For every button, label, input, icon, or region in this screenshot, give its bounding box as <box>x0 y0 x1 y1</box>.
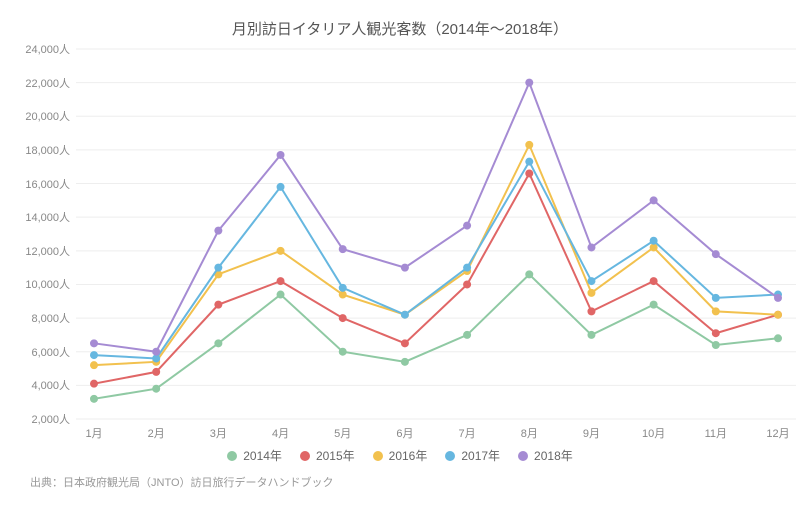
series-point <box>463 264 471 272</box>
legend-item: 2015年 <box>300 447 355 464</box>
series-point <box>339 245 347 253</box>
series-point <box>712 329 720 337</box>
legend: 2014年 2015年 2016年 2017年 2018年 <box>20 447 780 464</box>
chart-container: 月別訪日イタリア人観光客数（2014年〜2018年） 2,000人4,000人6… <box>0 0 800 512</box>
series-point <box>712 341 720 349</box>
series-point <box>774 311 782 319</box>
chart-title: 月別訪日イタリア人観光客数（2014年〜2018年） <box>20 18 780 39</box>
series-point <box>152 348 160 356</box>
series-point <box>277 183 285 191</box>
series-point <box>90 351 98 359</box>
series-point <box>463 222 471 230</box>
series-point <box>152 385 160 393</box>
y-tick-label: 6,000人 <box>31 344 76 360</box>
series-point <box>214 301 222 309</box>
series-point <box>90 361 98 369</box>
series-point <box>712 294 720 302</box>
chart-svg <box>76 49 796 419</box>
series-point <box>587 289 595 297</box>
series-point <box>214 227 222 235</box>
y-tick-label: 2,000人 <box>31 411 76 427</box>
x-tick-label: 1月 <box>85 419 102 441</box>
series-point <box>587 243 595 251</box>
series-point <box>712 250 720 258</box>
legend-item: 2018年 <box>518 447 573 464</box>
series-point <box>90 339 98 347</box>
x-tick-label: 8月 <box>521 419 538 441</box>
series-line <box>94 145 778 365</box>
x-tick-label: 11月 <box>705 419 727 441</box>
series-point <box>525 169 533 177</box>
series-point <box>214 264 222 272</box>
series-point <box>650 237 658 245</box>
series-point <box>90 395 98 403</box>
source-text: 出典：日本政府観光局（JNTO）訪日旅行データハンドブック <box>30 474 780 490</box>
series-point <box>774 294 782 302</box>
series-point <box>587 277 595 285</box>
series-point <box>525 158 533 166</box>
legend-dot-icon <box>300 451 310 461</box>
legend-label: 2018年 <box>534 447 573 464</box>
series-point <box>650 301 658 309</box>
y-tick-label: 20,000人 <box>25 108 76 124</box>
y-tick-label: 24,000人 <box>25 41 76 57</box>
series-point <box>525 270 533 278</box>
x-tick-label: 3月 <box>210 419 227 441</box>
series-point <box>277 291 285 299</box>
series-point <box>463 331 471 339</box>
series-point <box>401 339 409 347</box>
series-point <box>587 307 595 315</box>
y-tick-label: 4,000人 <box>31 377 76 393</box>
y-tick-label: 10,000人 <box>25 276 76 292</box>
series-point <box>525 141 533 149</box>
grid-lines <box>76 49 796 419</box>
x-tick-label: 6月 <box>396 419 413 441</box>
y-tick-label: 14,000人 <box>25 209 76 225</box>
series-point <box>587 331 595 339</box>
series-point <box>339 284 347 292</box>
legend-label: 2015年 <box>316 447 355 464</box>
x-tick-label: 12月 <box>766 419 789 441</box>
series-point <box>525 79 533 87</box>
series-point <box>277 247 285 255</box>
legend-dot-icon <box>445 451 455 461</box>
series-point <box>650 277 658 285</box>
legend-item: 2016年 <box>373 447 428 464</box>
x-tick-label: 5月 <box>334 419 351 441</box>
x-tick-label: 7月 <box>459 419 476 441</box>
y-tick-label: 12,000人 <box>25 243 76 259</box>
x-tick-label: 10月 <box>642 419 665 441</box>
legend-item: 2014年 <box>227 447 282 464</box>
y-tick-label: 22,000人 <box>25 75 76 91</box>
series-point <box>277 151 285 159</box>
legend-label: 2017年 <box>461 447 500 464</box>
y-tick-label: 18,000人 <box>25 142 76 158</box>
series-point <box>401 311 409 319</box>
series-point <box>401 358 409 366</box>
series-point <box>90 380 98 388</box>
y-tick-label: 8,000人 <box>31 310 76 326</box>
legend-label: 2016年 <box>389 447 428 464</box>
series-point <box>339 314 347 322</box>
series-point <box>650 196 658 204</box>
x-tick-label: 4月 <box>272 419 289 441</box>
legend-dot-icon <box>373 451 383 461</box>
series-group <box>90 79 782 403</box>
plot-area: 2,000人4,000人6,000人8,000人10,000人12,000人14… <box>76 49 796 419</box>
legend-dot-icon <box>227 451 237 461</box>
series-point <box>712 307 720 315</box>
series-point <box>214 339 222 347</box>
series-point <box>339 348 347 356</box>
y-tick-label: 16,000人 <box>25 176 76 192</box>
x-tick-label: 2月 <box>148 419 165 441</box>
x-tick-label: 9月 <box>583 419 600 441</box>
series-point <box>401 264 409 272</box>
series-point <box>277 277 285 285</box>
legend-item: 2017年 <box>445 447 500 464</box>
series-point <box>463 280 471 288</box>
legend-dot-icon <box>518 451 528 461</box>
series-point <box>774 334 782 342</box>
series-point <box>152 368 160 376</box>
legend-label: 2014年 <box>243 447 282 464</box>
